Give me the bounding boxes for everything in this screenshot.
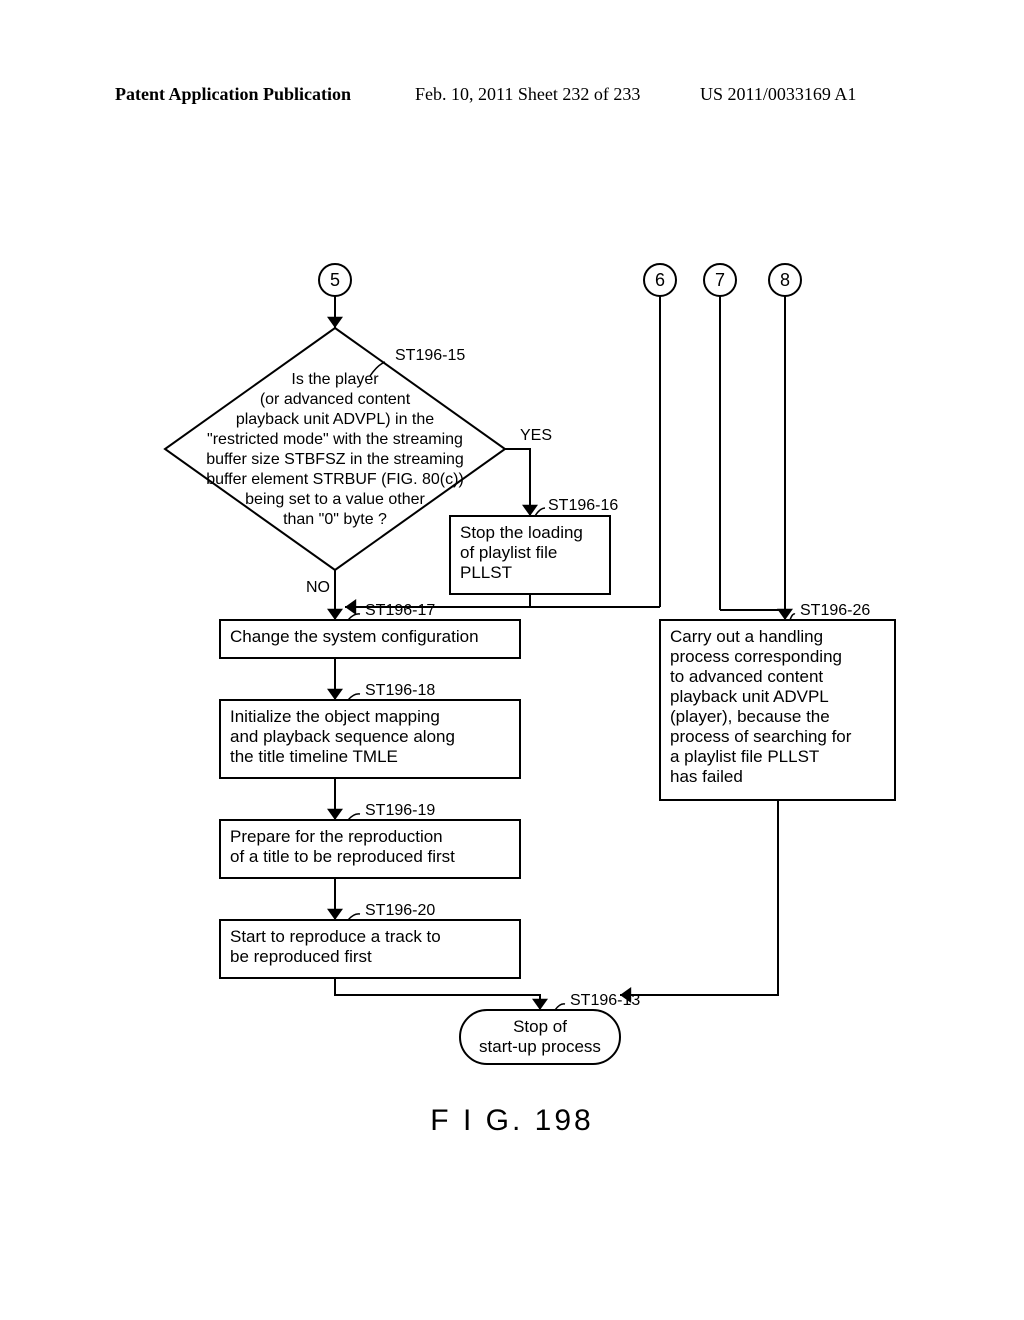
svg-text:ST196-13: ST196-13	[570, 992, 640, 1009]
svg-text:process of searching for: process of searching for	[670, 727, 852, 746]
svg-text:(player), because the: (player), because the	[670, 707, 830, 726]
svg-text:buffer element STRBUF (FIG. 80: buffer element STRBUF (FIG. 80(c))	[206, 471, 464, 488]
svg-text:Initialize the object mapping: Initialize the object mapping	[230, 707, 440, 726]
svg-text:ST196-20: ST196-20	[365, 902, 435, 919]
svg-text:ST196-18: ST196-18	[365, 682, 435, 699]
svg-text:Stop the loading: Stop the loading	[460, 523, 583, 542]
svg-text:than "0" byte ?: than "0" byte ?	[283, 511, 387, 528]
svg-text:7: 7	[715, 270, 725, 290]
svg-text:being set to a value other: being set to a value other	[245, 491, 425, 508]
svg-text:F I G. 198: F I G. 198	[430, 1104, 593, 1137]
svg-text:"restricted mode" with the str: "restricted mode" with the streaming	[207, 431, 463, 448]
svg-text:Stop of: Stop of	[513, 1017, 567, 1036]
svg-text:of a title to be reproduced fi: of a title to be reproduced first	[230, 847, 455, 866]
svg-text:ST196-17: ST196-17	[365, 602, 435, 619]
svg-text:Change the system configuratio: Change the system configuration	[230, 627, 479, 646]
svg-text:a playlist file PLLST: a playlist file PLLST	[670, 747, 819, 766]
svg-text:Carry out a handling: Carry out a handling	[670, 627, 823, 646]
svg-text:of playlist file: of playlist file	[460, 543, 557, 562]
svg-text:start-up process: start-up process	[479, 1037, 601, 1056]
svg-text:process corresponding: process corresponding	[670, 647, 842, 666]
svg-text:the title timeline TMLE: the title timeline TMLE	[230, 747, 398, 766]
svg-text:buffer size STBFSZ in the stre: buffer size STBFSZ in the streaming	[206, 451, 464, 468]
svg-text:YES: YES	[520, 427, 552, 444]
svg-text:ST196-15: ST196-15	[395, 347, 465, 364]
svg-text:8: 8	[780, 270, 790, 290]
svg-text:playback unit ADVPL: playback unit ADVPL	[670, 687, 829, 706]
svg-text:ST196-26: ST196-26	[800, 602, 870, 619]
svg-text:has failed: has failed	[670, 767, 743, 786]
svg-text:PLLST: PLLST	[460, 563, 512, 582]
svg-text:be reproduced first: be reproduced first	[230, 947, 372, 966]
svg-text:Prepare for the reproduction: Prepare for the reproduction	[230, 827, 443, 846]
svg-text:(or advanced content: (or advanced content	[260, 391, 411, 408]
svg-text:5: 5	[330, 270, 340, 290]
svg-text:playback unit ADVPL) in the: playback unit ADVPL) in the	[236, 411, 434, 428]
svg-text:ST196-16: ST196-16	[548, 497, 618, 514]
svg-text:Start to reproduce a track to: Start to reproduce a track to	[230, 927, 441, 946]
svg-text:NO: NO	[306, 579, 330, 596]
flowchart-diagram: 5 6 7 8 Is the player (or advanced content pla…	[0, 0, 1024, 1320]
page: Patent Application Publication Feb. 10, …	[0, 0, 1024, 1320]
svg-text:ST196-19: ST196-19	[365, 802, 435, 819]
svg-text:Is the player: Is the player	[291, 371, 379, 388]
svg-text:to advanced content: to advanced content	[670, 667, 823, 686]
svg-text:6: 6	[655, 270, 665, 290]
svg-text:and playback sequence along: and playback sequence along	[230, 727, 455, 746]
